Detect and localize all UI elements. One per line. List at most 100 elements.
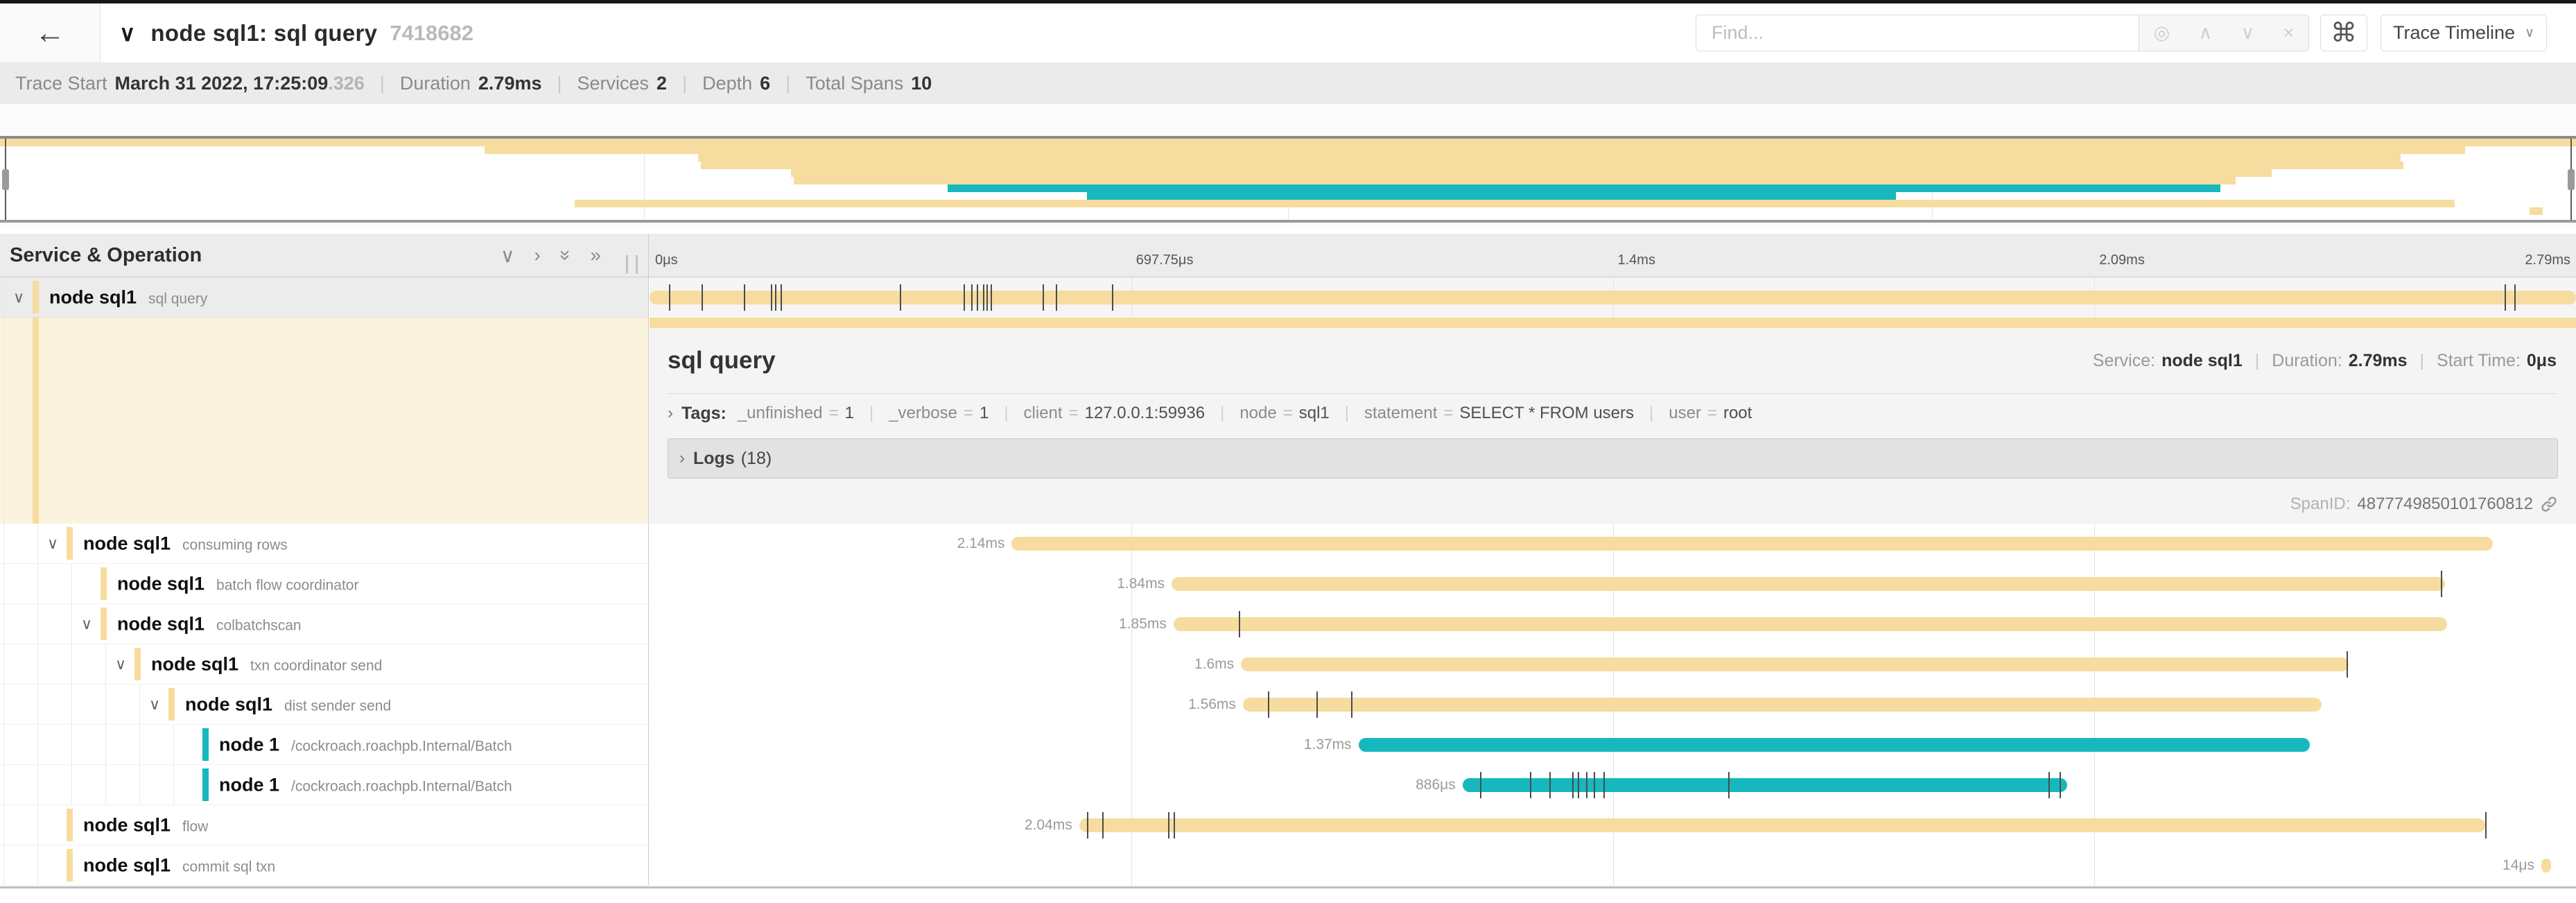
span-row-timeline-cell[interactable]: 1.85ms [650,604,2576,644]
span-row-name-cell[interactable]: node sql1 commit sql txn [0,845,649,886]
duration-value: 2.79ms [2348,351,2408,370]
collapse-one-icon[interactable]: ∨ [501,244,515,266]
span-row: node sql1 flow 2.04ms [0,805,2576,845]
log-tick-mark [1479,772,1481,798]
trace-start-label: Trace Start [15,72,107,94]
span-bar[interactable] [1011,537,2494,551]
view-selector-button[interactable]: Trace Timeline ∨ [2381,15,2547,51]
span-row-timeline-cell[interactable]: 14μs [650,845,2576,886]
expand-one-icon[interactable]: › [534,244,541,266]
span-detail-left-gutter [0,318,649,524]
log-tick-mark [771,284,773,311]
span-color-bar [67,809,73,841]
span-row-name-cell[interactable]: ∨ node sql1 colbatchscan [0,604,649,644]
divider: | [2419,351,2425,370]
span-row-timeline-cell[interactable]: 1.37ms [650,725,2576,765]
duration-label: Duration [399,72,471,94]
indent-guide [105,685,106,724]
prev-match-icon[interactable]: ∧ [2198,22,2213,43]
indent-guide [3,277,4,317]
find-input[interactable] [1696,15,2139,51]
collapse-all-icon[interactable]: » [555,250,577,261]
span-duration-label: 2.14ms [957,535,1005,551]
keyboard-shortcuts-button[interactable]: ⌘ [2320,15,2367,51]
span-row-name-cell[interactable]: ∨ node sql1 txn coordinator send [0,644,649,685]
tree-chevron-down-icon[interactable]: ∨ [47,534,59,552]
span-row-name-cell[interactable]: node 1/cockroach.roachpb.Internal/Batch [0,725,649,765]
span-row: node 1/cockroach.roachpb.Internal/Batch 1… [0,725,2576,765]
span-row-timeline-cell[interactable] [650,277,2576,318]
indent-guide [3,644,4,684]
span-row-name-cell[interactable]: node 1/cockroach.roachpb.Internal/Batch [0,765,649,805]
divider: | [1220,404,1225,422]
span-row-timeline-cell[interactable]: 2.14ms [650,524,2576,564]
divider: | [557,72,562,94]
tree-chevron-down-icon[interactable]: ∨ [149,695,161,713]
link-icon[interactable] [2540,495,2558,513]
log-tick-mark [1585,772,1587,798]
span-bar[interactable] [650,291,2576,304]
divider: | [869,404,874,422]
service-name: node sql1 sql query [49,286,208,307]
tree-chevron-down-icon[interactable]: ∨ [13,288,25,306]
tree-chevron-down-icon[interactable]: ∨ [81,614,93,633]
trace-title-wrap: ∨ node sql1: sql query 7418682 [119,3,473,62]
span-bar[interactable] [1462,778,2068,792]
minimap-left-scrubber[interactable] [2,139,9,220]
span-color-bar [67,527,73,560]
trace-id: 7418682 [390,20,474,45]
match-target-icon[interactable]: ◎ [2153,22,2170,43]
span-row-timeline-cell[interactable]: 886μs [650,765,2576,805]
next-match-icon[interactable]: ∨ [2240,22,2255,43]
span-bar[interactable] [1241,657,2349,671]
back-button[interactable]: ← [0,3,101,62]
operation-name: batch flow coordinator [216,577,359,593]
span-duration-label: 1.37ms [1303,737,1352,752]
service-name: node sql1 consuming rows [83,533,288,553]
collapse-trace-chevron-icon[interactable]: ∨ [119,20,136,46]
command-icon: ⌘ [2331,19,2357,48]
span-row-name-cell[interactable]: node sql1 flow [0,805,649,845]
logs-accordion[interactable]: › Logs (18) [668,438,2558,479]
span-row-timeline-cell[interactable]: 1.6ms [650,644,2576,685]
span-id-row: SpanID: 4877749850101760812 [2290,495,2558,514]
log-tick-mark [1603,772,1605,798]
clear-find-icon[interactable]: × [2283,22,2295,43]
span-bar[interactable] [1358,738,2310,752]
indent-guide [3,564,4,603]
span-row-timeline-cell[interactable]: 1.84ms [650,564,2576,604]
span-row-name-cell[interactable]: ∨ node sql1 dist sender send [0,685,649,725]
log-tick-mark [780,284,782,311]
column-resizer-grip[interactable] [626,255,638,273]
span-bar[interactable] [1079,818,2486,832]
tags-label: Tags: [681,403,726,423]
span-row-name-cell[interactable]: ∨ node sql1 sql query [0,277,649,318]
indent-guide [71,604,72,644]
tag-value: sql1 [1298,404,1330,422]
timeline-gridline [1612,845,1614,886]
minimap-canvas[interactable] [0,136,2576,223]
trace-summary-bar: Trace Start March 31 2022, 17:25:09.326 … [0,62,2576,104]
indent-guide [37,644,38,684]
span-bar[interactable] [2541,859,2551,872]
span-row-timeline-cell[interactable]: 2.04ms [650,805,2576,845]
minimap-right-scrubber[interactable] [2568,139,2575,220]
indent-guide [105,765,106,805]
span-bar[interactable] [1173,617,2447,631]
span-bar[interactable] [1242,698,2322,712]
operation-name: colbatchscan [216,617,302,633]
span-row: ∨ node sql1 sql query [0,277,2576,318]
expand-all-icon[interactable]: » [590,244,601,266]
span-row-name-cell[interactable]: node sql1 batch flow coordinator [0,564,649,604]
chevron-right-icon: › [679,449,685,467]
span-bar[interactable] [1172,577,2445,591]
span-row-name-cell[interactable]: ∨ node sql1 consuming rows [0,524,649,564]
span-id-value: 4877749850101760812 [2357,495,2533,513]
log-tick-mark [1056,284,1058,311]
tree-chevron-down-icon[interactable]: ∨ [115,655,127,673]
log-tick-mark [1042,284,1044,311]
tags-accordion[interactable]: › Tags: _unfinished = 1 | _verbose = 1 | client =… [668,394,2558,433]
operation-name: flow [182,818,209,834]
service-operation-header: Service & Operation ∨ › » » [0,234,649,277]
span-row-timeline-cell[interactable]: 1.56ms [650,685,2576,725]
